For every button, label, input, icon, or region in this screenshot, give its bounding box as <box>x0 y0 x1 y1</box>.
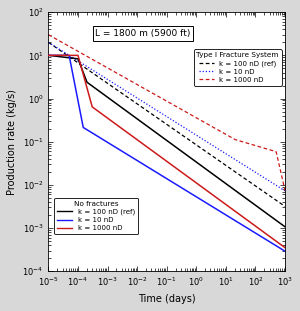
Legend: k = 100 nD (ref), k = 10 nD, k = 1000 nD: k = 100 nD (ref), k = 10 nD, k = 1000 nD <box>54 198 138 234</box>
Y-axis label: Production rate (kg/s): Production rate (kg/s) <box>7 89 17 195</box>
Text: L = 1800 m (5900 ft): L = 1800 m (5900 ft) <box>95 29 191 38</box>
X-axis label: Time (days): Time (days) <box>138 294 196 304</box>
